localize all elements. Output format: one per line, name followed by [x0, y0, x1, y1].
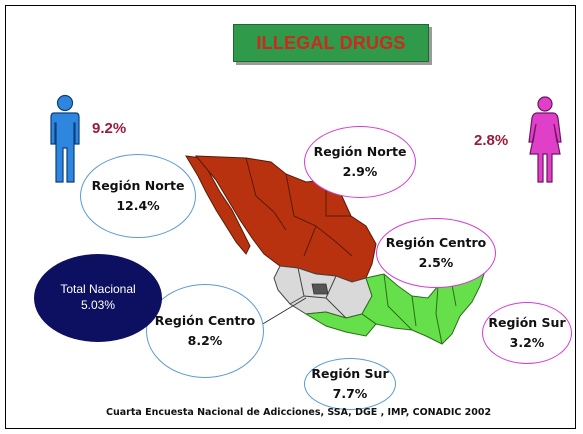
female-figure-icon [528, 96, 562, 183]
women-region-sur: Región Sur 3.2% [482, 302, 572, 364]
page-title: ILLEGAL DRUGS [256, 32, 406, 53]
male-figure-icon [50, 94, 80, 183]
men-percent: 9.2% [92, 120, 127, 137]
national-value: 5.03% [80, 298, 116, 312]
title-banner: ILLEGAL DRUGS [233, 24, 429, 62]
slide: ILLEGAL DRUGS 9.2% 2.8% Región Norte 12.… [5, 5, 576, 429]
men-region-norte: Región Norte 12.4% [80, 154, 196, 238]
pointer-line [255, 297, 307, 329]
source-citation: Cuarta Encuesta Nacional de Adicciones, … [106, 407, 492, 418]
national-label: Total Nacional [60, 282, 136, 297]
women-region-norte: Región Norte 2.9% [304, 126, 416, 198]
men-region-sur: Región Sur 7.7% [304, 358, 396, 410]
national-total: Total Nacional 5.03% [34, 254, 162, 342]
women-region-centro: Región Centro 2.5% [376, 218, 496, 288]
women-percent: 2.8% [474, 132, 509, 149]
men-region-centro: Región Centro 8.2% [146, 284, 264, 378]
